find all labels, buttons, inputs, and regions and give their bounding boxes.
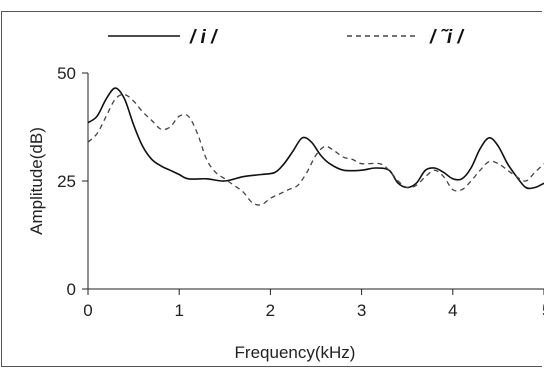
series-layer [87,87,544,206]
x-axis-title: Frequency(kHz) [235,343,356,362]
legend-label-nasal-i: / ˜i / [429,27,464,48]
x-tick-label: 3 [357,301,366,320]
x-tick-label: 5 [542,301,544,320]
y-ticks: 0 25 50 [57,64,88,299]
legend: / i / / ˜i / [108,27,464,48]
series-line-i [87,87,544,190]
y-tick-label: 0 [67,280,76,299]
series-line-nasal-i [87,93,544,206]
x-ticks: 0 1 2 3 4 5 [83,289,544,320]
legend-label-i: / i / [189,27,218,48]
x-tick-label: 2 [266,301,275,320]
y-tick-label: 50 [57,64,76,83]
x-tick-label: 1 [174,301,183,320]
chart-frame [1,11,542,367]
y-tick-label: 25 [57,172,76,191]
x-tick-label: 4 [448,301,457,320]
y-axis-title: Amplitude(dB) [27,127,46,235]
x-tick-label: 0 [83,301,92,320]
axes [87,73,544,290]
